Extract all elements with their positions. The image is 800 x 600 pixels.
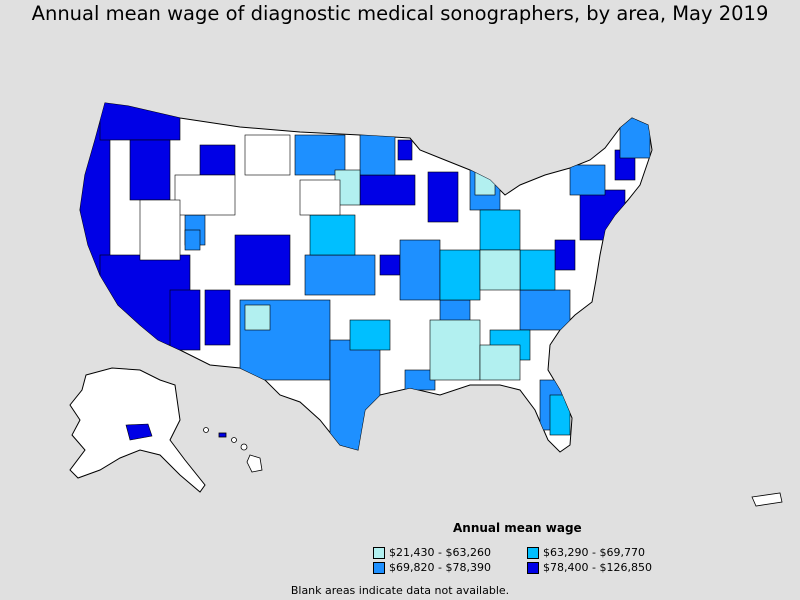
area-pacific-nw — [99, 103, 181, 141]
legend-item-1: $21,430 - $63,260 — [373, 546, 491, 559]
legend-swatch-4 — [527, 561, 539, 574]
area-montana-nodata — [244, 134, 291, 176]
area-northeast — [579, 189, 626, 241]
area-nd-east — [359, 134, 396, 176]
area-montana — [199, 144, 236, 176]
area-nebraska — [309, 214, 356, 256]
alaska — [69, 367, 206, 493]
area-mississippi — [429, 319, 481, 381]
area-texas — [329, 339, 381, 451]
area-anchorage — [125, 423, 153, 441]
hawaii-island-4 — [240, 443, 248, 451]
area-north-mn — [397, 139, 413, 161]
area-idaho-wy-nodata — [174, 174, 236, 216]
area-virginia — [519, 249, 556, 291]
legend-swatch-3 — [373, 561, 385, 574]
legend-label-4: $78,400 - $126,850 — [543, 561, 652, 574]
footnote: Blank areas indicate data not available. — [290, 584, 510, 597]
contiguous-us — [79, 102, 653, 453]
puerto-rico — [751, 492, 783, 507]
area-illinois-south — [439, 249, 481, 301]
no-data-areas — [139, 134, 341, 261]
hawaii-island-big — [246, 454, 263, 473]
area-wisconsin — [427, 171, 459, 223]
hawaii-island-1 — [203, 427, 209, 433]
area-minnesota — [359, 174, 416, 206]
area-carolinas — [519, 289, 571, 331]
area-arizona — [169, 289, 201, 351]
area-dc — [554, 239, 576, 271]
area-kansas-city — [379, 254, 401, 276]
area-ohio — [479, 209, 521, 251]
map-title: Annual mean wage of diagnostic medical s… — [31, 2, 769, 25]
area-new-mexico — [204, 289, 231, 346]
area-oregon-inland — [129, 139, 171, 201]
area-florida-south — [549, 394, 571, 436]
legend-title: Annual mean wage — [453, 521, 582, 535]
area-missouri — [399, 239, 441, 301]
area-oklahoma — [349, 319, 391, 351]
legend-item-3: $69,820 - $78,390 — [373, 561, 491, 574]
area-maine — [619, 117, 651, 159]
area-alabama — [479, 344, 521, 381]
legend-item-2: $63,290 - $69,770 — [527, 546, 645, 559]
area-colorado — [234, 234, 291, 286]
legend-swatch-2 — [527, 546, 539, 559]
area-utah-2 — [184, 229, 201, 251]
area-nevada-nodata — [139, 199, 181, 261]
area-north-dakota — [294, 134, 346, 176]
area-sd-nodata — [299, 179, 341, 216]
legend-label-1: $21,430 - $63,260 — [389, 546, 491, 559]
legend-swatch-1 — [373, 546, 385, 559]
area-kansas — [304, 254, 376, 296]
legend-label-3: $69,820 - $78,390 — [389, 561, 491, 574]
area-kentucky — [479, 249, 521, 291]
hawaii-island-3 — [231, 437, 237, 443]
puerto-rico-outline — [751, 492, 783, 507]
area-new-york — [569, 164, 606, 196]
legend-item-4: $78,400 - $126,850 — [527, 561, 652, 574]
hawaii — [203, 427, 263, 473]
area-honolulu — [218, 432, 227, 438]
legend-label-2: $63,290 - $69,770 — [543, 546, 645, 559]
area-nm-west — [244, 304, 271, 331]
